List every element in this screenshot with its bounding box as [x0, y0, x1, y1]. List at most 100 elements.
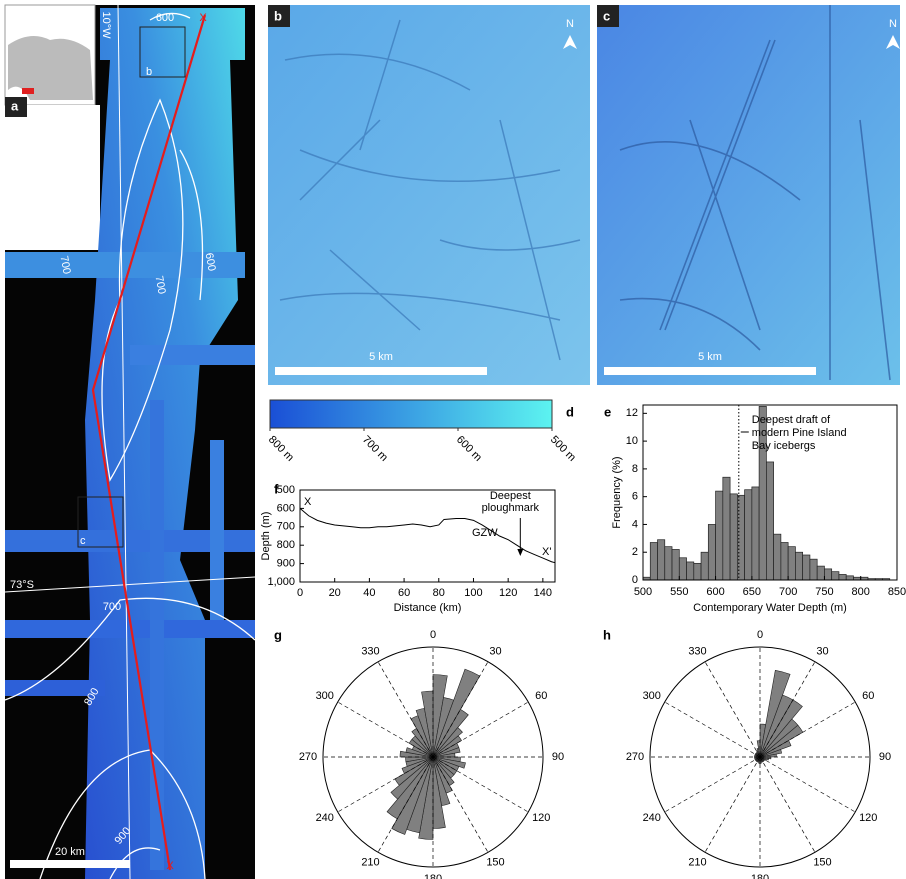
endpoint-label: X — [199, 12, 207, 24]
x-tick-label: 750 — [815, 586, 833, 598]
bar — [679, 558, 686, 580]
bar — [817, 566, 824, 580]
angle-label: 330 — [688, 645, 706, 657]
x-tick-label: 40 — [363, 587, 375, 599]
y-tick-label: 1,000 — [267, 576, 295, 588]
angle-label: 0 — [430, 629, 436, 641]
scale-label: 5 km — [698, 351, 722, 363]
y-axis-label: Depth (m) — [260, 512, 272, 561]
angle-label: 90 — [552, 751, 564, 763]
image-panel: b N 5 km — [268, 5, 590, 385]
x-tick-label: 700 — [779, 586, 797, 598]
x-tick-label: 120 — [499, 587, 517, 599]
colorbar-tick-label: 700 m — [360, 434, 390, 464]
x-tick-label: 0 — [297, 587, 303, 599]
bar — [672, 549, 679, 580]
y-tick-label: 2 — [632, 546, 638, 558]
bar — [832, 572, 839, 580]
y-tick-label: 6 — [632, 491, 638, 503]
bar — [708, 524, 715, 580]
bar — [730, 494, 737, 580]
bar — [795, 552, 802, 580]
y-tick-label: 12 — [626, 407, 638, 419]
angle-label: 270 — [299, 751, 317, 763]
colorbar-tick-label: 800 m — [266, 434, 296, 464]
scale-label: 20 km — [55, 846, 85, 858]
figure: a N 10°W 73°S 600 700 700 600 700 800 90… — [0, 0, 906, 879]
spoke — [665, 702, 760, 757]
x-tick-label: 100 — [464, 587, 482, 599]
profile-line — [300, 508, 555, 562]
panel-label: c — [603, 8, 610, 23]
y-tick-label: 8 — [632, 463, 638, 475]
spoke — [760, 757, 855, 812]
bar — [824, 569, 831, 580]
x-tick-label: 650 — [743, 586, 761, 598]
bar — [716, 491, 723, 580]
x-tick-label: 800 — [852, 586, 870, 598]
angle-label: 210 — [361, 857, 379, 869]
x-axis-label: Distance (km) — [394, 602, 462, 614]
colorbar-tick-label: 600 m — [454, 434, 484, 464]
spoke — [760, 757, 815, 852]
bar — [846, 576, 853, 580]
latitude-label: 73°S — [10, 579, 34, 591]
y-tick-label: 4 — [632, 518, 638, 530]
y-tick-label: 500 — [277, 484, 295, 496]
y-tick-label: 900 — [277, 558, 295, 570]
bar — [687, 562, 694, 580]
angle-label: 150 — [813, 857, 831, 869]
angle-label: 60 — [535, 690, 547, 702]
bar — [658, 540, 665, 580]
spoke — [705, 662, 760, 757]
bar — [788, 547, 795, 580]
image-panel: c N 5 km — [597, 5, 900, 385]
marker-label: Deepest — [490, 490, 531, 502]
x-tick-label: 850 — [888, 586, 906, 598]
north-arrow: N — [41, 122, 49, 134]
bar — [752, 487, 759, 580]
y-tick-label: 800 — [277, 539, 295, 551]
angle-label: 180 — [751, 873, 769, 879]
bar — [810, 559, 817, 580]
x-tick-label: 20 — [329, 587, 341, 599]
marker-label: ploughmark — [482, 502, 540, 514]
y-axis-label: Frequency (%) — [611, 456, 623, 528]
spoke — [665, 757, 760, 812]
x-tick-label: 600 — [706, 586, 724, 598]
bar — [803, 555, 810, 580]
x-tick-label: 140 — [534, 587, 552, 599]
feature-label: GZW — [472, 527, 498, 539]
bar — [650, 543, 657, 581]
angle-label: 60 — [862, 690, 874, 702]
y-tick-label: 600 — [277, 502, 295, 514]
x-axis-label: Contemporary Water Depth (m) — [693, 602, 847, 614]
bar — [781, 543, 788, 581]
x-tick-label: 500 — [634, 586, 652, 598]
angle-label: 30 — [489, 645, 501, 657]
bar — [839, 574, 846, 580]
inset-label: c — [80, 535, 86, 547]
bar — [766, 462, 773, 580]
contour-label: 600 — [156, 12, 174, 24]
longitude-label: 10°W — [100, 11, 112, 39]
north-arrow: N — [566, 18, 574, 30]
panel-label: b — [274, 8, 282, 23]
angle-label: 210 — [688, 857, 706, 869]
bar — [694, 563, 701, 580]
bar — [723, 477, 730, 580]
annotation: modern Pine Island — [752, 427, 847, 439]
bar — [745, 490, 752, 580]
y-tick-label: 0 — [632, 574, 638, 586]
point-label: X' — [542, 546, 551, 558]
angle-label: 30 — [816, 645, 828, 657]
angle-label: 330 — [361, 645, 379, 657]
panel-label: h — [603, 627, 611, 642]
angle-label: 180 — [424, 873, 442, 879]
angle-label: 270 — [626, 751, 644, 763]
angle-label: 240 — [316, 812, 334, 824]
angle-label: 150 — [486, 857, 504, 869]
colorbar-tick-label: 500 m — [548, 434, 578, 464]
point-label: X — [304, 496, 312, 508]
angle-label: 0 — [757, 629, 763, 641]
